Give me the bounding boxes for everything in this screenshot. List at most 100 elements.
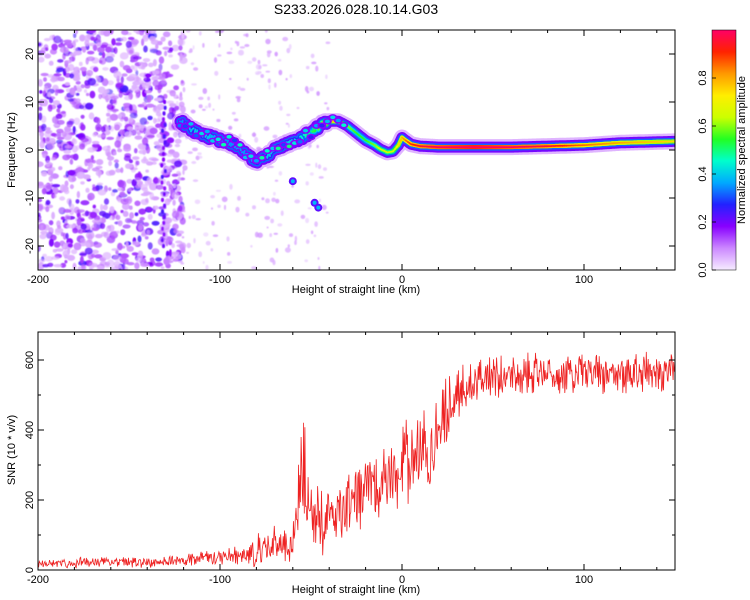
noise-blob	[84, 39, 90, 47]
x-tick-label: 0	[399, 274, 405, 286]
noise-blob	[264, 30, 268, 33]
noise-blob	[237, 86, 241, 90]
noise-blob	[101, 78, 109, 87]
noise-blob	[96, 221, 101, 225]
noise-blob	[56, 220, 61, 227]
noise-blob	[67, 243, 73, 248]
noise-blob	[138, 223, 143, 232]
noise-blob	[117, 113, 122, 120]
noise-blob	[165, 239, 169, 247]
noise-blob	[191, 214, 196, 220]
ridge-core	[406, 140, 410, 144]
noise-blob	[38, 262, 45, 270]
ridge-core	[206, 135, 210, 140]
ridge-blob	[275, 146, 281, 151]
noise-blob	[186, 242, 191, 249]
noise-blob	[247, 60, 253, 64]
noise-blob	[278, 100, 282, 105]
noise-blob	[215, 30, 220, 33]
noise-blob	[216, 118, 221, 123]
noise-blob	[265, 70, 271, 73]
noise-blob	[304, 259, 309, 263]
noise-blob	[48, 220, 54, 226]
noise-blob	[144, 89, 152, 94]
noise-blob	[140, 262, 150, 267]
noise-blob	[114, 140, 122, 148]
noise-blob	[47, 92, 52, 98]
noise-blob	[217, 54, 222, 57]
noise-blob	[282, 36, 289, 42]
noise-blob	[104, 198, 109, 205]
noise-blob	[46, 142, 55, 150]
noise-blob	[195, 218, 201, 221]
noise-blob	[117, 220, 123, 227]
noise-blob	[171, 191, 179, 200]
ridge-blob	[302, 128, 309, 133]
noise-blob	[101, 126, 106, 133]
noise-blob	[226, 51, 233, 55]
noise-blob	[163, 257, 170, 266]
noise-blob	[125, 217, 132, 224]
noise-blob	[146, 229, 150, 235]
noise-blob	[318, 176, 324, 179]
noise-blob	[218, 43, 221, 48]
noise-blob	[155, 123, 162, 128]
noise-blob	[131, 179, 137, 187]
noise-blob	[190, 62, 195, 66]
noise-blob	[202, 261, 205, 264]
noise-blob	[287, 123, 290, 128]
noise-blob	[40, 72, 49, 77]
noise-blob	[132, 80, 141, 86]
noise-blob	[44, 53, 51, 59]
noise-blob	[41, 99, 49, 107]
noise-blob	[289, 74, 293, 79]
noise-blob	[106, 104, 116, 110]
noise-blob	[39, 90, 43, 94]
noise-blob	[84, 247, 93, 255]
noise-blob	[180, 105, 186, 114]
noise-blob	[73, 50, 82, 56]
noise-blob	[149, 182, 158, 191]
ridge-blob	[286, 144, 292, 149]
noise-blob	[174, 105, 180, 111]
noise-blob	[45, 137, 50, 142]
noise-blob	[324, 102, 328, 105]
noise-blob	[98, 52, 103, 56]
noise-blob	[143, 45, 148, 53]
noise-blob	[310, 53, 315, 59]
noise-blob	[136, 93, 140, 99]
noise-blob	[122, 262, 126, 270]
ridge-core	[208, 133, 211, 141]
noise-blob	[48, 228, 54, 232]
y-tick-label: 400	[24, 421, 36, 439]
noise-blob	[63, 189, 70, 195]
ridge-core	[299, 135, 302, 138]
noise-blob	[125, 68, 133, 74]
noise-blob	[45, 184, 53, 190]
noise-blob	[173, 131, 178, 138]
noise-blob	[95, 170, 103, 177]
noise-blob	[179, 52, 183, 61]
noise-blob	[111, 266, 120, 270]
noise-blob	[39, 140, 45, 149]
noise-blob	[213, 57, 218, 63]
noise-blob	[143, 127, 147, 135]
noise-blob	[177, 176, 182, 182]
noise-blob	[111, 38, 116, 46]
noise-blob	[77, 212, 81, 217]
noise-blob	[288, 44, 292, 50]
noise-blob	[107, 80, 114, 86]
noise-blob	[75, 30, 79, 35]
noise-blob	[160, 266, 165, 270]
snr-x-label: Height of straight line (km)	[292, 584, 420, 596]
noise-blob	[266, 226, 269, 229]
noise-blob	[43, 77, 47, 82]
noise-blob	[193, 67, 199, 71]
noise-blob	[173, 160, 183, 168]
noise-blob	[113, 151, 117, 156]
noise-blob	[113, 159, 119, 163]
ridge-core	[191, 127, 195, 130]
ridge-blob	[319, 123, 325, 128]
noise-blob	[194, 199, 201, 205]
ridge-core	[371, 143, 375, 146]
